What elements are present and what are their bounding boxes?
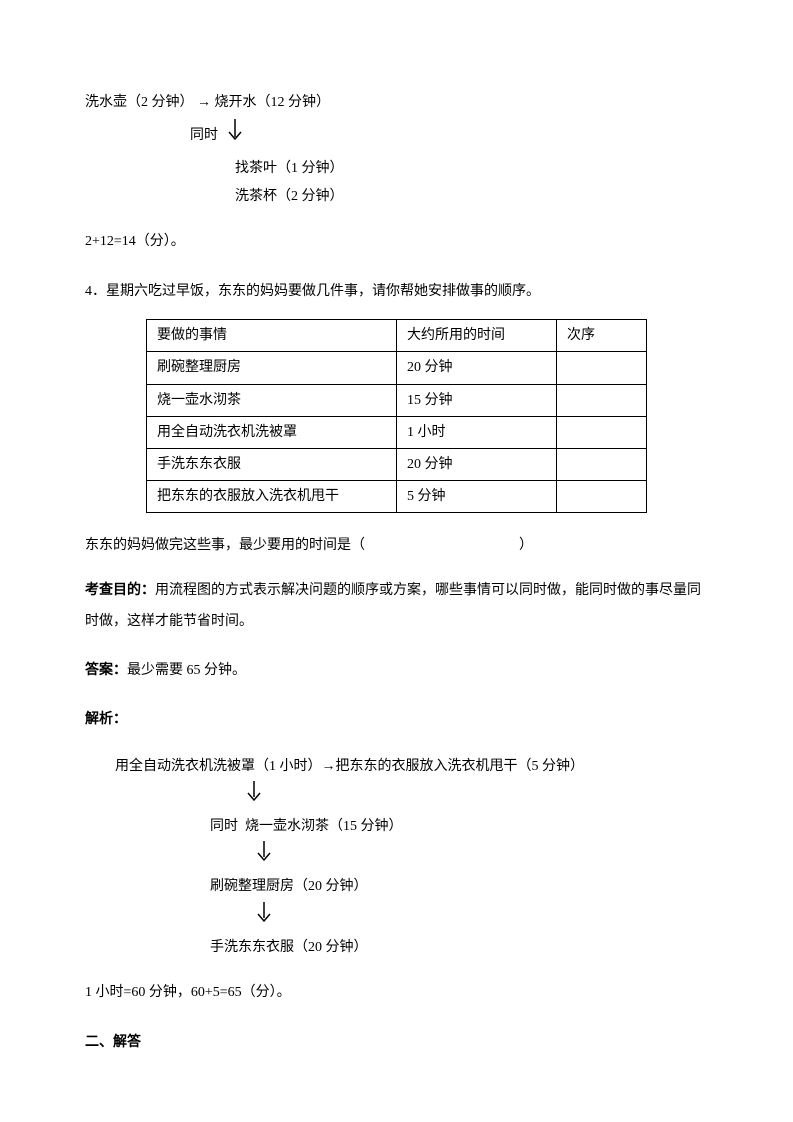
arrow-down-icon xyxy=(255,902,273,924)
cell-task: 手洗东东衣服 xyxy=(147,448,397,480)
flow1-simul-row: 同时 xyxy=(85,119,708,152)
tasks-table: 要做的事情 大约所用的时间 次序 刷碗整理厨房 20 分钟 烧一壶水沏茶 15 … xyxy=(146,319,647,513)
arrow-down-icon xyxy=(226,119,244,152)
flow2-arrow2-row xyxy=(115,841,708,872)
table-row: 烧一壶水沏茶 15 分钟 xyxy=(147,384,647,416)
cell-order xyxy=(557,416,647,448)
q4-answer-blank: 东东的妈妈做完这些事，最少要用的时间是（ ） xyxy=(85,533,708,558)
arrow-right-icon: → xyxy=(197,95,211,110)
flow2-arrow1-row xyxy=(115,781,708,812)
table-header-row: 要做的事情 大约所用的时间 次序 xyxy=(147,320,647,352)
objective-label: 考查目的： xyxy=(85,583,155,598)
cell-task: 把东东的衣服放入洗衣机甩干 xyxy=(147,481,397,513)
th-time: 大约所用的时间 xyxy=(397,320,557,352)
section-2-header: 二、解答 xyxy=(85,1030,708,1055)
simul-label: 同时 xyxy=(190,123,218,148)
flow2-sub1: 烧一壶水沏茶（15 分钟） xyxy=(245,819,403,834)
th-order: 次序 xyxy=(557,320,647,352)
cell-order xyxy=(557,481,647,513)
question-4: 4．星期六吃过早饭，东东的妈妈要做几件事，请你帮她安排做事的顺序。 xyxy=(85,279,708,304)
table-row: 把东东的衣服放入洗衣机甩干 5 分钟 xyxy=(147,481,647,513)
flow2-step1: 用全自动洗衣机洗被罩（1 小时）→把东东的衣服放入洗衣机甩干（5 分钟） xyxy=(115,754,708,779)
flow1-step2: 烧开水（12 分钟） xyxy=(215,95,331,110)
cell-task: 刷碗整理厨房 xyxy=(147,352,397,384)
cell-time: 1 小时 xyxy=(397,416,557,448)
simul-label: 同时 xyxy=(210,819,238,834)
flow1-row1: 洗水壶（2 分钟） → 烧开水（12 分钟） xyxy=(85,90,708,115)
analysis-label-para: 解析： xyxy=(85,705,708,736)
flow1-sub2: 洗茶杯（2 分钟） xyxy=(85,184,708,209)
flow1-sub1: 找茶叶（1 分钟） xyxy=(85,156,708,181)
th-task: 要做的事情 xyxy=(147,320,397,352)
arrow-down-icon xyxy=(255,841,273,863)
cell-order xyxy=(557,352,647,384)
flow-diagram-1: 洗水壶（2 分钟） → 烧开水（12 分钟） 同时 找茶叶（1 分钟） 洗茶杯（… xyxy=(85,90,708,209)
answer-para: 答案：最少需要 65 分钟。 xyxy=(85,656,708,687)
calc1: 2+12=14（分）。 xyxy=(85,229,708,254)
q4-text: 星期六吃过早饭，东东的妈妈要做几件事，请你帮她安排做事的顺序。 xyxy=(106,284,540,299)
flow2-arrow3-row xyxy=(115,902,708,933)
table-row: 刷碗整理厨房 20 分钟 xyxy=(147,352,647,384)
cell-task: 烧一壶水沏茶 xyxy=(147,384,397,416)
cell-order xyxy=(557,384,647,416)
cell-order xyxy=(557,448,647,480)
cell-time: 20 分钟 xyxy=(397,352,557,384)
calc2: 1 小时=60 分钟，60+5=65（分）。 xyxy=(85,980,708,1005)
flow-diagram-2: 用全自动洗衣机洗被罩（1 小时）→把东东的衣服放入洗衣机甩干（5 分钟） 同时 … xyxy=(115,754,708,960)
objective-para: 考查目的：用流程图的方式表示解决问题的顺序或方案，哪些事情可以同时做，能同时做的… xyxy=(85,576,708,638)
cell-time: 15 分钟 xyxy=(397,384,557,416)
answer-text: 最少需要 65 分钟。 xyxy=(127,663,246,678)
cell-task: 用全自动洗衣机洗被罩 xyxy=(147,416,397,448)
cell-time: 20 分钟 xyxy=(397,448,557,480)
answer-label: 答案： xyxy=(85,663,127,678)
objective-text: 用流程图的方式表示解决问题的顺序或方案，哪些事情可以同时做，能同时做的事尽量同时… xyxy=(85,583,701,629)
flow2-simul-row: 同时 烧一壶水沏茶（15 分钟） xyxy=(115,814,708,839)
arrow-down-icon xyxy=(245,781,263,803)
analysis-label: 解析： xyxy=(85,712,127,727)
table-row: 手洗东东衣服 20 分钟 xyxy=(147,448,647,480)
cell-time: 5 分钟 xyxy=(397,481,557,513)
flow1-step1: 洗水壶（2 分钟） xyxy=(85,95,194,110)
table-row: 用全自动洗衣机洗被罩 1 小时 xyxy=(147,416,647,448)
flow2-sub2: 刷碗整理厨房（20 分钟） xyxy=(115,874,708,899)
flow2-sub3: 手洗东东衣服（20 分钟） xyxy=(115,935,708,960)
q4-number: 4． xyxy=(85,284,106,299)
